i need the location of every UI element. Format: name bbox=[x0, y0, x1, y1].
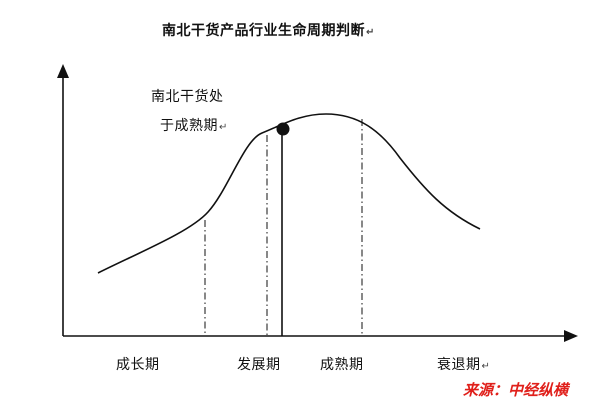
annotation-line-2: 于成熟期↵ bbox=[160, 119, 228, 133]
annotation-line-2-text: 于成熟期 bbox=[160, 118, 218, 134]
paragraph-mark-icon: ↵ bbox=[366, 27, 375, 38]
stage-label-decline: 衰退期↵ bbox=[437, 358, 490, 372]
stage-label-maturity: 成熟期 bbox=[320, 357, 364, 373]
diagram-title: 南北干货产品行业生命周期判断↵ bbox=[162, 24, 375, 38]
stage-label-decline-text: 衰退期 bbox=[437, 357, 481, 373]
paragraph-mark-icon: ↵ bbox=[481, 361, 491, 372]
lifecycle-curve bbox=[97, 113, 481, 274]
x-axis-arrowhead-icon bbox=[564, 330, 578, 342]
annotation-line-1: 南北干货处 bbox=[151, 89, 224, 105]
source-label: 来源：中经纵横 bbox=[463, 381, 569, 399]
paragraph-mark-icon: ↵ bbox=[219, 122, 228, 133]
y-axis-arrowhead-icon bbox=[57, 64, 69, 78]
stage-label-growth: 成长期 bbox=[116, 357, 160, 373]
title-text: 南北干货产品行业生命周期判断 bbox=[162, 23, 365, 39]
current-position-marker-icon bbox=[276, 122, 290, 136]
stage-label-development: 发展期 bbox=[237, 357, 281, 373]
